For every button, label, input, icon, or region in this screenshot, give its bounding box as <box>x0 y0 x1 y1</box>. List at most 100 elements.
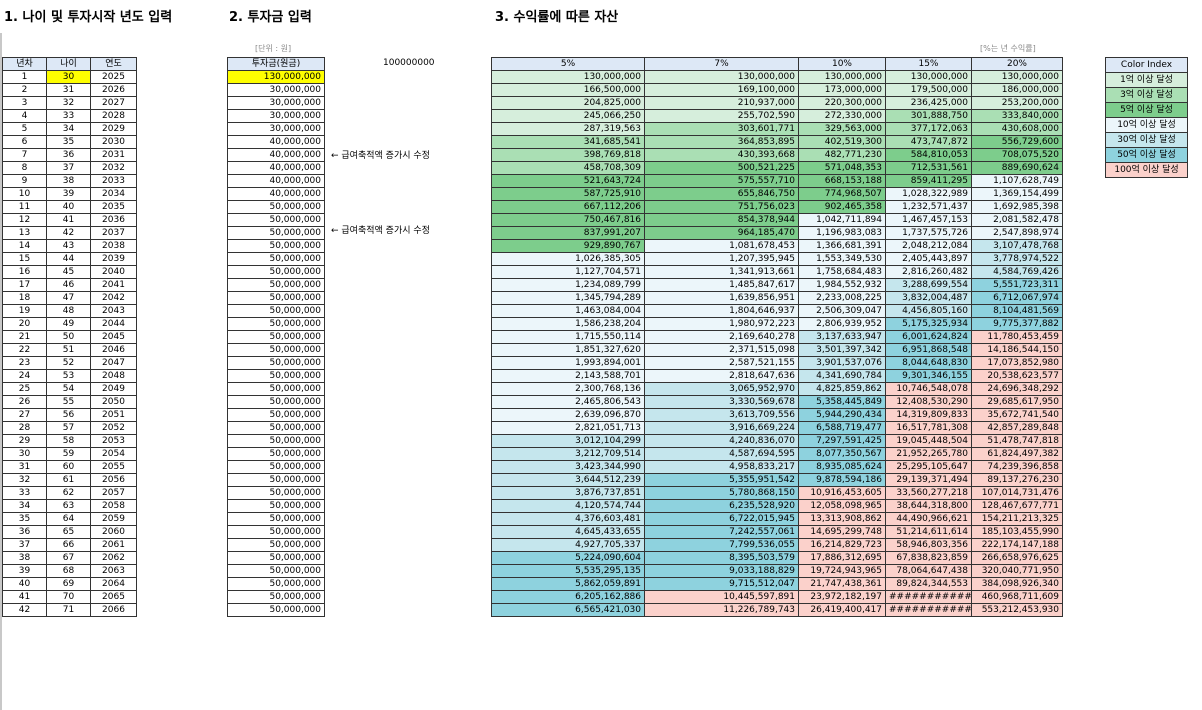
cell-year[interactable]: 2064 <box>90 577 137 591</box>
cell-asset-rate-10[interactable]: 14,695,299,748 <box>798 525 886 539</box>
cell-asset-rate-10[interactable]: 668,153,188 <box>798 174 886 188</box>
cell-asset-rate-10[interactable]: 13,313,908,862 <box>798 512 886 526</box>
cell-year[interactable]: 2055 <box>90 460 137 474</box>
cell-asset-rate-5[interactable]: 130,000,000 <box>491 70 645 84</box>
cell-age[interactable]: 43 <box>46 239 91 253</box>
cell-asset-rate-7[interactable]: 6,235,528,920 <box>644 499 799 513</box>
cell-age[interactable]: 57 <box>46 421 91 435</box>
cell-asset-rate-10[interactable]: 21,747,438,361 <box>798 577 886 591</box>
cell-asset-rate-15[interactable]: 130,000,000 <box>885 70 972 84</box>
cell-age[interactable]: 64 <box>46 512 91 526</box>
cell-asset-rate-10[interactable]: 12,058,098,965 <box>798 499 886 513</box>
cell-asset-rate-7[interactable]: 210,937,000 <box>644 96 799 110</box>
cell-asset-rate-10[interactable]: 19,724,943,965 <box>798 564 886 578</box>
cell-asset-rate-10[interactable]: 220,300,000 <box>798 96 886 110</box>
cell-asset-rate-15[interactable]: 67,838,823,859 <box>885 551 972 565</box>
cell-age[interactable]: 52 <box>46 356 91 370</box>
cell-asset-rate-5[interactable]: 2,143,588,701 <box>491 369 645 383</box>
cell-asset-rate-5[interactable]: 1,127,704,571 <box>491 265 645 279</box>
cell-asset-rate-15[interactable]: 1,737,575,726 <box>885 226 972 240</box>
cell-investment[interactable]: 50,000,000 <box>227 512 325 526</box>
cell-asset-rate-15[interactable]: 8,044,648,830 <box>885 356 972 370</box>
cell-asset-rate-10[interactable]: 6,588,719,477 <box>798 421 886 435</box>
cell-investment[interactable]: 50,000,000 <box>227 330 325 344</box>
cell-asset-rate-15[interactable]: 21,952,265,780 <box>885 447 972 461</box>
cell-age[interactable]: 45 <box>46 265 91 279</box>
reference-number-cell[interactable]: 100000000 <box>383 58 435 68</box>
cell-asset-rate-20[interactable]: 3,778,974,522 <box>971 252 1063 266</box>
cell-asset-rate-7[interactable]: 4,958,833,217 <box>644 460 799 474</box>
cell-asset-rate-10[interactable]: 1,984,552,932 <box>798 278 886 292</box>
cell-asset-rate-10[interactable]: 23,972,182,197 <box>798 590 886 604</box>
cell-age[interactable]: 33 <box>46 109 91 123</box>
cell-age[interactable]: 58 <box>46 434 91 448</box>
cell-asset-rate-5[interactable]: 1,851,327,620 <box>491 343 645 357</box>
cell-year[interactable]: 2054 <box>90 447 137 461</box>
cell-asset-rate-7[interactable]: 854,378,944 <box>644 213 799 227</box>
cell-asset-rate-20[interactable]: 1,107,628,749 <box>971 174 1063 188</box>
cell-asset-rate-15[interactable]: 473,747,872 <box>885 135 972 149</box>
cell-investment[interactable]: 50,000,000 <box>227 356 325 370</box>
cell-asset-rate-10[interactable]: 1,758,684,483 <box>798 265 886 279</box>
cell-asset-rate-15[interactable]: 2,816,260,482 <box>885 265 972 279</box>
cell-asset-rate-20[interactable]: 14,186,544,150 <box>971 343 1063 357</box>
cell-asset-rate-15[interactable]: 10,746,548,078 <box>885 382 972 396</box>
cell-asset-rate-15[interactable]: 12,408,530,290 <box>885 395 972 409</box>
cell-year-index[interactable]: 33 <box>2 486 47 500</box>
cell-asset-rate-20[interactable]: 185,103,455,990 <box>971 525 1063 539</box>
cell-asset-rate-10[interactable]: 5,358,445,849 <box>798 395 886 409</box>
cell-asset-rate-7[interactable]: 10,445,597,891 <box>644 590 799 604</box>
cell-asset-rate-10[interactable]: 8,077,350,567 <box>798 447 886 461</box>
cell-year-index[interactable]: 12 <box>2 213 47 227</box>
cell-year-index[interactable]: 7 <box>2 148 47 162</box>
cell-asset-rate-5[interactable]: 2,300,768,136 <box>491 382 645 396</box>
cell-year[interactable]: 2058 <box>90 499 137 513</box>
cell-asset-rate-7[interactable]: 1,639,856,951 <box>644 291 799 305</box>
cell-investment[interactable]: 50,000,000 <box>227 551 325 565</box>
cell-age[interactable]: 55 <box>46 395 91 409</box>
cell-asset-rate-15[interactable]: 19,045,448,504 <box>885 434 972 448</box>
cell-asset-rate-15[interactable]: 1,232,571,437 <box>885 200 972 214</box>
cell-asset-rate-10[interactable]: 4,341,690,784 <box>798 369 886 383</box>
cell-asset-rate-20[interactable]: 4,584,769,426 <box>971 265 1063 279</box>
cell-asset-rate-20[interactable]: 708,075,520 <box>971 148 1063 162</box>
cell-asset-rate-5[interactable]: 3,012,104,299 <box>491 434 645 448</box>
cell-year[interactable]: 2057 <box>90 486 137 500</box>
cell-asset-rate-20[interactable]: 1,692,985,398 <box>971 200 1063 214</box>
cell-asset-rate-7[interactable]: 169,100,000 <box>644 83 799 97</box>
cell-investment[interactable]: 50,000,000 <box>227 291 325 305</box>
cell-asset-rate-20[interactable]: 128,467,677,771 <box>971 499 1063 513</box>
cell-asset-rate-15[interactable]: 377,172,063 <box>885 122 972 136</box>
cell-asset-rate-7[interactable]: 575,557,710 <box>644 174 799 188</box>
cell-age[interactable]: 69 <box>46 577 91 591</box>
cell-asset-rate-10[interactable]: 3,501,397,342 <box>798 343 886 357</box>
cell-year-index[interactable]: 8 <box>2 161 47 175</box>
cell-year[interactable]: 2038 <box>90 239 137 253</box>
cell-asset-rate-7[interactable]: 655,846,750 <box>644 187 799 201</box>
cell-age[interactable]: 41 <box>46 213 91 227</box>
cell-asset-rate-7[interactable]: 7,242,557,061 <box>644 525 799 539</box>
cell-asset-rate-5[interactable]: 587,725,910 <box>491 187 645 201</box>
cell-asset-rate-15[interactable]: 236,425,000 <box>885 96 972 110</box>
cell-asset-rate-10[interactable]: 2,806,939,952 <box>798 317 886 331</box>
cell-year-index[interactable]: 25 <box>2 382 47 396</box>
cell-age[interactable]: 61 <box>46 473 91 487</box>
cell-year[interactable]: 2066 <box>90 603 137 617</box>
cell-year-index[interactable]: 19 <box>2 304 47 318</box>
cell-asset-rate-10[interactable]: 902,465,358 <box>798 200 886 214</box>
cell-year-index[interactable]: 21 <box>2 330 47 344</box>
cell-asset-rate-15[interactable]: 33,560,277,218 <box>885 486 972 500</box>
cell-investment[interactable]: 40,000,000 <box>227 187 325 201</box>
cell-asset-rate-15[interactable]: 301,888,750 <box>885 109 972 123</box>
cell-asset-rate-15[interactable]: 9,301,346,155 <box>885 369 972 383</box>
cell-asset-rate-7[interactable]: 3,916,669,224 <box>644 421 799 435</box>
cell-asset-rate-7[interactable]: 1,207,395,945 <box>644 252 799 266</box>
cell-year[interactable]: 2050 <box>90 395 137 409</box>
cell-year[interactable]: 2063 <box>90 564 137 578</box>
cell-age[interactable]: 56 <box>46 408 91 422</box>
cell-investment[interactable]: 50,000,000 <box>227 317 325 331</box>
cell-asset-rate-5[interactable]: 3,876,737,851 <box>491 486 645 500</box>
cell-year[interactable]: 2047 <box>90 356 137 370</box>
cell-asset-rate-10[interactable]: 1,196,983,083 <box>798 226 886 240</box>
cell-asset-rate-7[interactable]: 1,341,913,661 <box>644 265 799 279</box>
